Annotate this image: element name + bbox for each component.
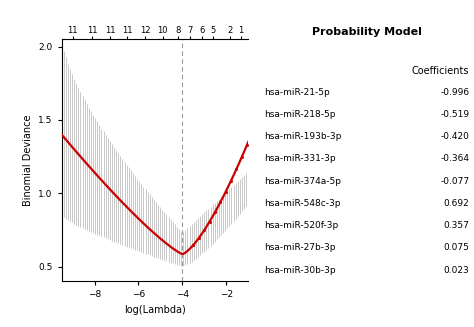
Text: hsa-miR-374a-5p: hsa-miR-374a-5p: [264, 177, 341, 186]
Text: 0.023: 0.023: [444, 266, 469, 275]
Text: hsa-miR-548c-3p: hsa-miR-548c-3p: [264, 199, 340, 208]
Text: hsa-miR-30b-3p: hsa-miR-30b-3p: [264, 266, 336, 275]
Text: 0.692: 0.692: [444, 199, 469, 208]
Text: -0.420: -0.420: [440, 132, 469, 141]
Text: hsa-miR-520f-3p: hsa-miR-520f-3p: [264, 221, 338, 230]
Y-axis label: Binomial Deviance: Binomial Deviance: [23, 114, 33, 206]
Text: hsa-miR-27b-3p: hsa-miR-27b-3p: [264, 244, 336, 252]
Text: -0.519: -0.519: [440, 110, 469, 119]
Text: 0.075: 0.075: [443, 244, 469, 252]
Text: hsa-miR-331-3p: hsa-miR-331-3p: [264, 154, 336, 164]
Text: hsa-miR-21-5p: hsa-miR-21-5p: [264, 88, 330, 97]
Text: Probability Model: Probability Model: [312, 27, 421, 37]
Text: hsa-miR-193b-3p: hsa-miR-193b-3p: [264, 132, 341, 141]
Text: -0.996: -0.996: [440, 88, 469, 97]
Text: Coefficients: Coefficients: [412, 66, 469, 76]
Text: -0.077: -0.077: [440, 177, 469, 186]
Text: hsa-miR-218-5p: hsa-miR-218-5p: [264, 110, 336, 119]
X-axis label: log(Lambda): log(Lambda): [124, 305, 186, 315]
Text: A: A: [28, 0, 42, 4]
Text: B: B: [247, 0, 261, 4]
Text: 0.357: 0.357: [443, 221, 469, 230]
Text: -0.364: -0.364: [440, 154, 469, 164]
